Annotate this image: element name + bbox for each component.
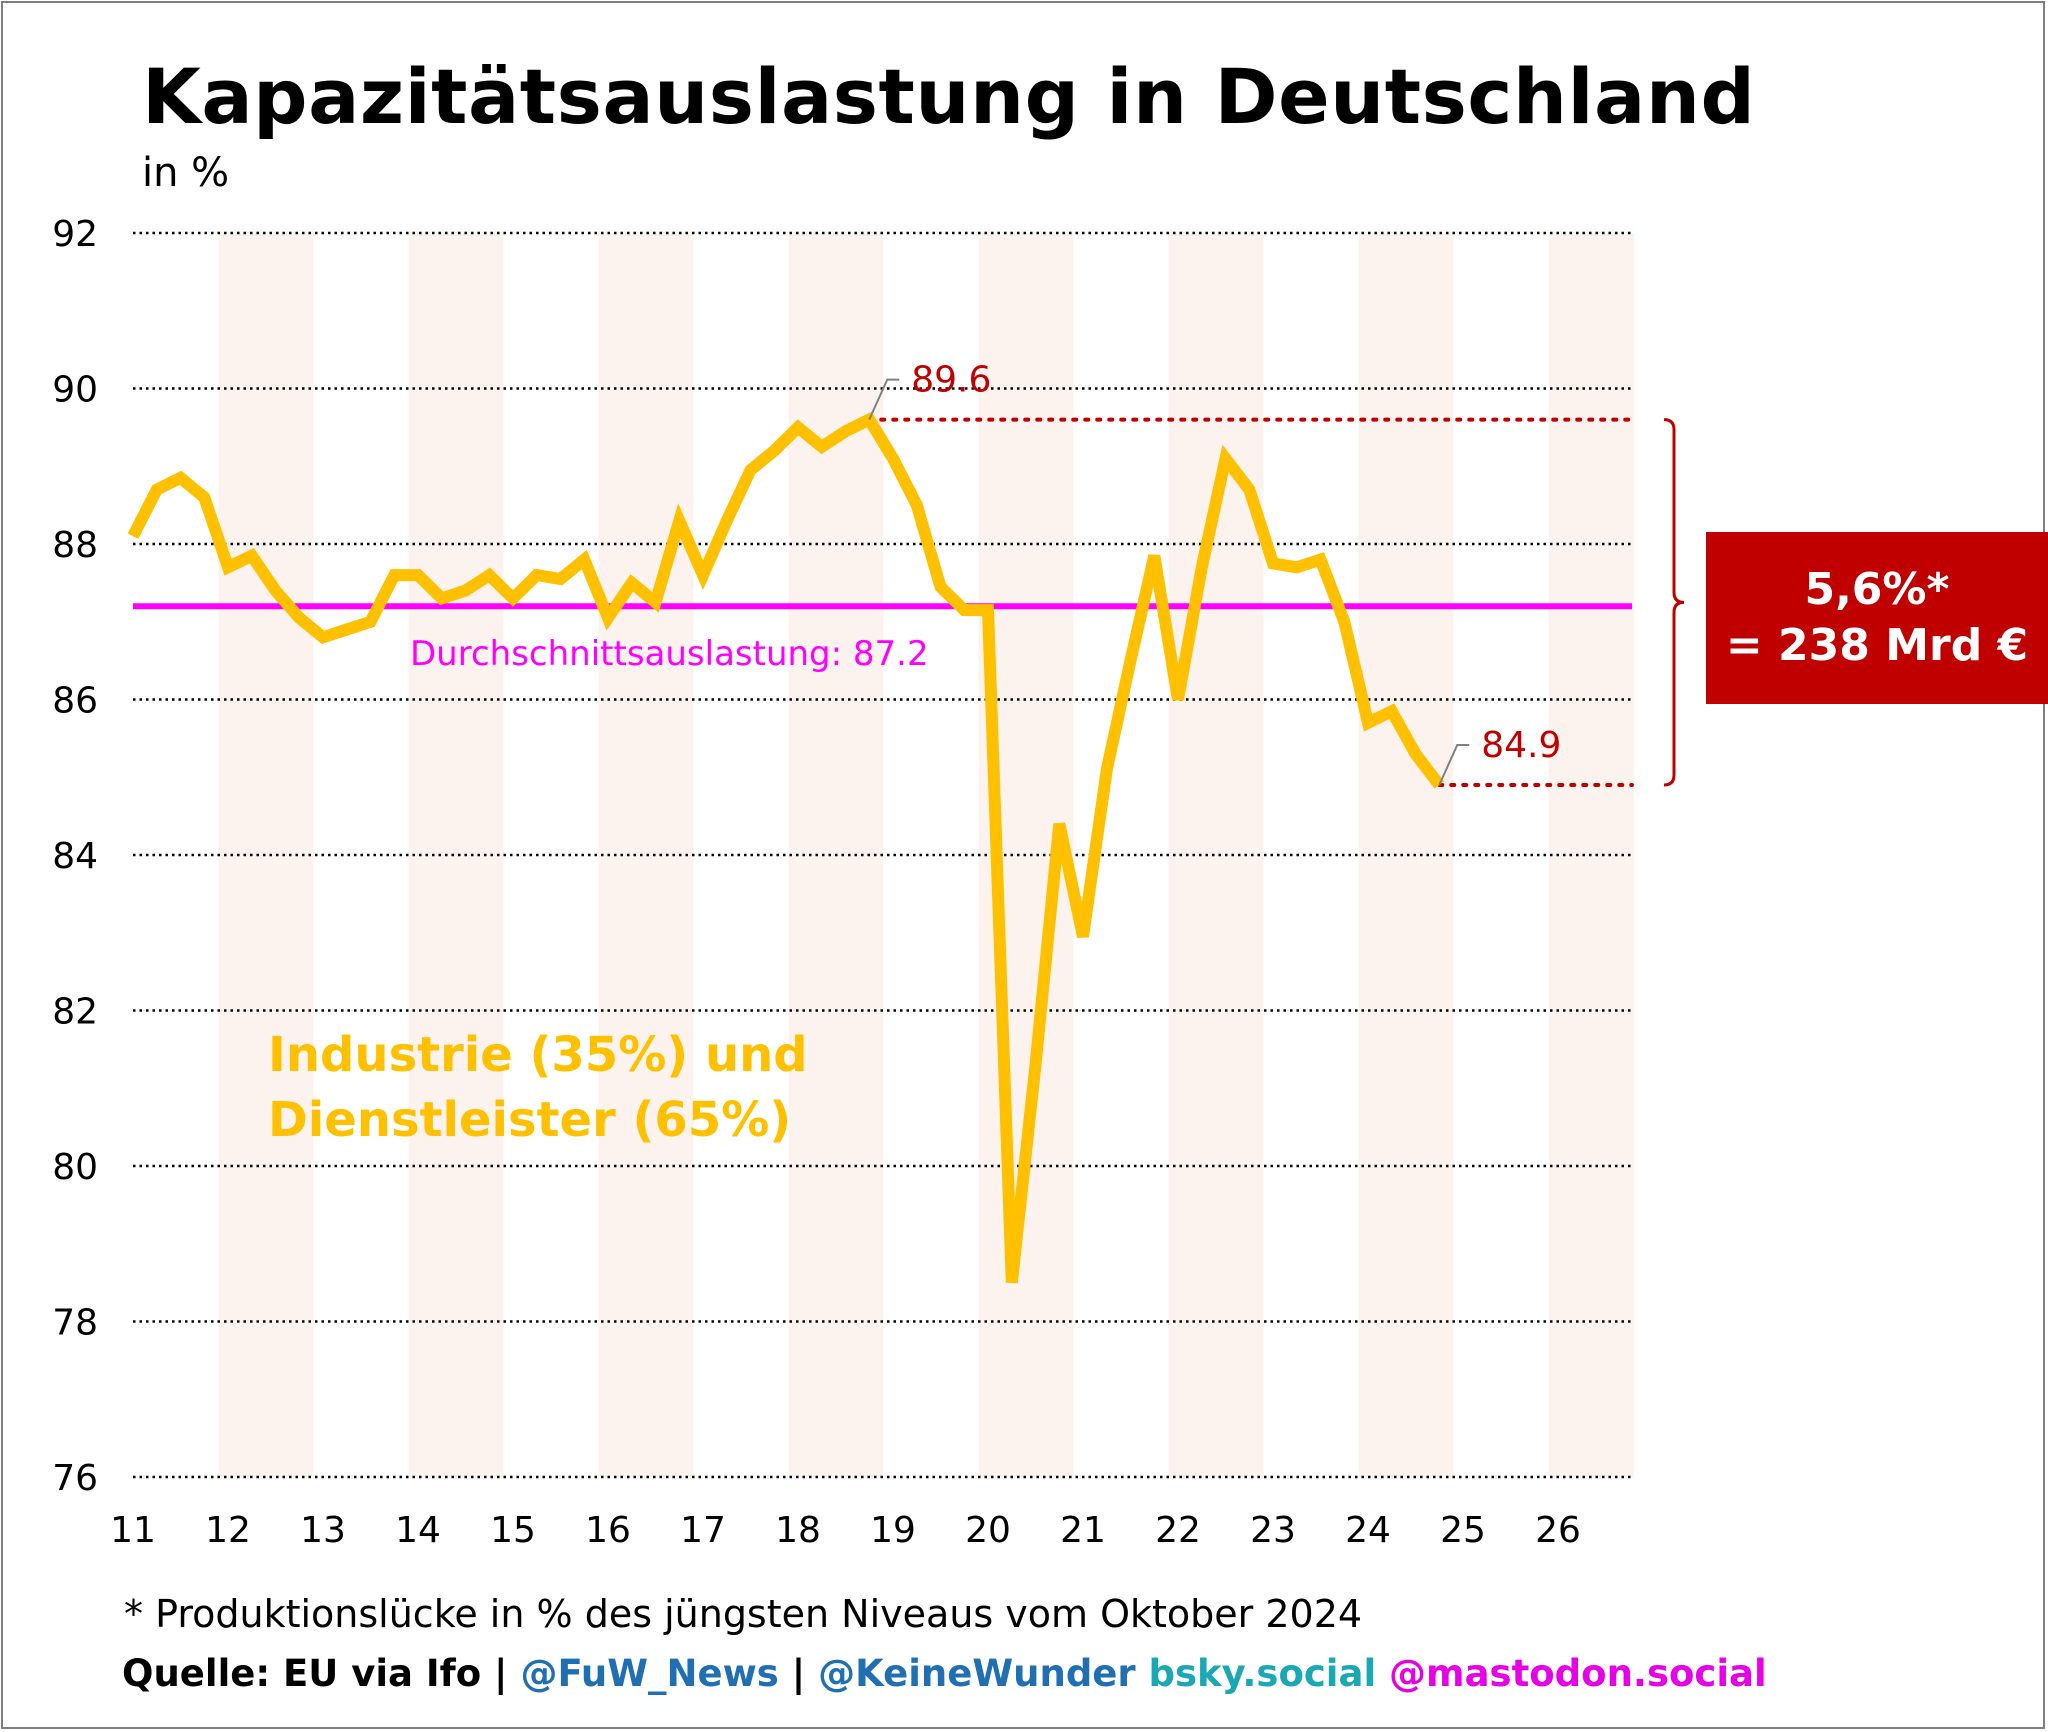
year-band bbox=[408, 233, 504, 1477]
x-tick-label: 24 bbox=[1345, 1510, 1391, 1551]
x-tick-label: 21 bbox=[1060, 1510, 1106, 1551]
footnote: * Produktionslücke in % des jüngsten Niv… bbox=[124, 1592, 1363, 1636]
x-tick-label: 13 bbox=[300, 1510, 346, 1551]
x-tick-label: 12 bbox=[205, 1510, 251, 1551]
year-band bbox=[1358, 233, 1454, 1477]
y-tick-label: 84 bbox=[52, 836, 98, 877]
y-tick-label: 82 bbox=[52, 992, 98, 1033]
bsky-link[interactable]: bsky.social bbox=[1135, 1652, 1377, 1695]
y-tick-label: 88 bbox=[52, 525, 98, 566]
x-tick-label: 25 bbox=[1440, 1510, 1486, 1551]
y-tick-label: 76 bbox=[52, 1458, 98, 1499]
source-prefix: Quelle: EU via Ifo bbox=[122, 1652, 482, 1695]
x-tick-label: 14 bbox=[395, 1510, 441, 1551]
x-tick-label: 15 bbox=[490, 1510, 536, 1551]
x-tick-label: 18 bbox=[775, 1510, 821, 1551]
y-tick-label: 92 bbox=[52, 214, 98, 255]
x-tick-label: 19 bbox=[870, 1510, 916, 1551]
latest-value-label: 84.9 bbox=[1481, 725, 1561, 766]
chart-subtitle: in % bbox=[142, 150, 230, 196]
x-tick-label: 22 bbox=[1155, 1510, 1201, 1551]
series-label: Industrie (35%) und bbox=[268, 1027, 808, 1083]
annotation-leader bbox=[1438, 744, 1470, 786]
gap-box-percent: 5,6%* bbox=[1804, 564, 1950, 615]
y-tick-label: 78 bbox=[52, 1303, 98, 1344]
annotation-leader bbox=[868, 378, 900, 421]
peak-value-label: 89.6 bbox=[911, 360, 991, 401]
y-tick-label: 90 bbox=[52, 370, 98, 411]
y-tick-label: 86 bbox=[52, 681, 98, 722]
x-tick-label: 23 bbox=[1250, 1510, 1296, 1551]
year-band bbox=[1168, 233, 1264, 1477]
x-tick-label: 11 bbox=[110, 1510, 156, 1551]
x-tick-label: 16 bbox=[585, 1510, 631, 1551]
source-separator: | bbox=[778, 1652, 819, 1695]
keinewunder-handle-link[interactable]: @KeineWunder bbox=[818, 1652, 1136, 1695]
series-label: Dienstleister (65%) bbox=[268, 1092, 791, 1148]
series-line bbox=[127, 411, 1445, 1284]
fuw-handle-link[interactable]: @FuW_News bbox=[520, 1652, 779, 1695]
gap-bracket bbox=[1663, 418, 1685, 787]
x-tick-label: 17 bbox=[680, 1510, 726, 1551]
x-tick-label: 26 bbox=[1535, 1510, 1581, 1551]
mastodon-link[interactable]: @mastodon.social bbox=[1376, 1652, 1767, 1695]
y-tick-label: 80 bbox=[52, 1147, 98, 1188]
gap-box: 5,6%* = 238 Mrd € bbox=[1706, 532, 2048, 704]
source-line: Quelle: EU via Ifo | @FuW_News | @KeineW… bbox=[122, 1652, 1767, 1695]
source-separator: | bbox=[481, 1652, 521, 1695]
chart-title: Kapazitätsauslastung in Deutschland bbox=[142, 52, 1756, 141]
x-tick-label: 20 bbox=[965, 1510, 1011, 1551]
gap-box-amount: = 238 Mrd € bbox=[1725, 620, 2029, 671]
average-label: Durchschnittsauslastung: 87.2 bbox=[410, 634, 929, 674]
